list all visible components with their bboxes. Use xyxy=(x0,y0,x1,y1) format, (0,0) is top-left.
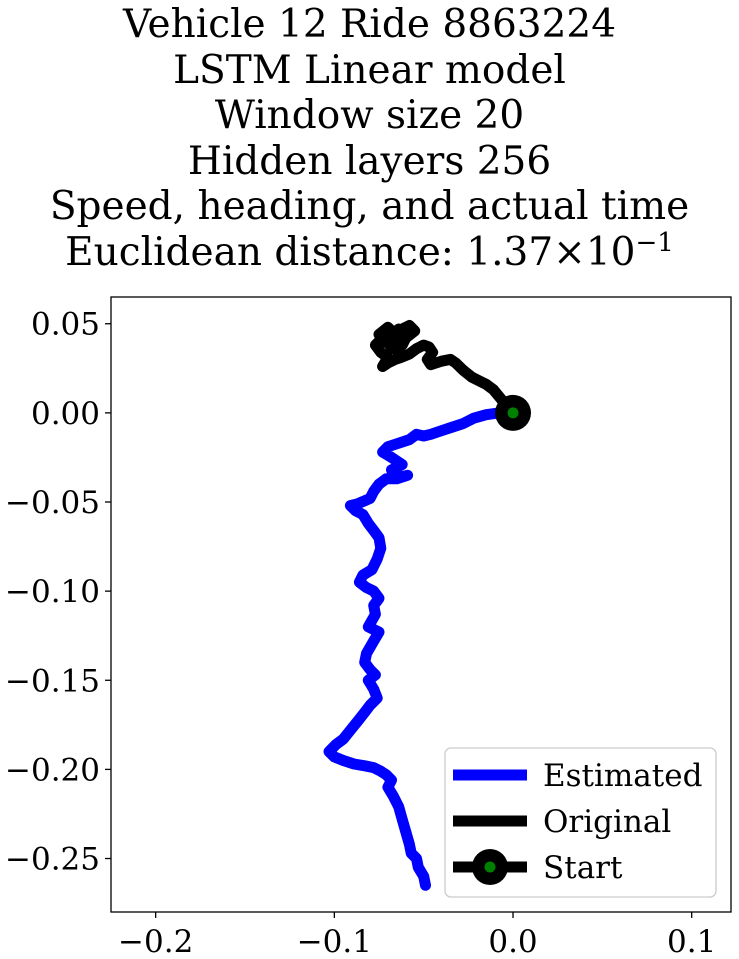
series-line-original xyxy=(369,320,519,419)
legend-start-marker-center xyxy=(484,861,496,873)
y-tick-label: −0.20 xyxy=(5,752,100,788)
title-line-vehicle: Vehicle 12 Ride 8863224 xyxy=(122,2,617,47)
legend-label-start: Start xyxy=(543,850,623,886)
legend-label-estimated: Estimated xyxy=(543,758,702,794)
x-tick-label: 0.0 xyxy=(488,924,537,959)
title-line-distance: Euclidean distance: 1.37×10−1 xyxy=(0,230,739,276)
legend xyxy=(444,747,717,898)
x-tick-label: 0.1 xyxy=(667,924,716,959)
y-tick-label: 0.00 xyxy=(31,396,100,432)
distance-base: 10 xyxy=(585,229,636,275)
title-line-window: Window size 20 xyxy=(214,93,525,138)
plot-frame xyxy=(110,296,732,913)
series-line-estimated xyxy=(323,407,519,891)
y-tick-label: 0.05 xyxy=(31,307,100,343)
title-line-model: LSTM Linear model xyxy=(173,47,566,93)
x-tick-label: −0.2 xyxy=(118,924,193,959)
title-line-hidden: Hidden layers 256 xyxy=(187,138,552,184)
chart-title: Vehicle 12 Ride 8863224 LSTM Linear mode… xyxy=(0,2,739,275)
start-marker-center xyxy=(507,407,519,419)
legend-label-original: Original xyxy=(543,804,671,840)
x-tick-label: −0.1 xyxy=(297,924,372,959)
distance-exponent: −1 xyxy=(635,227,674,258)
y-tick-label: −0.10 xyxy=(5,574,100,610)
y-tick-label: −0.25 xyxy=(5,842,100,878)
distance-prefix: Euclidean distance: 1.37 xyxy=(65,229,554,275)
y-tick-label: −0.05 xyxy=(5,485,100,521)
y-tick-label: −0.15 xyxy=(5,663,100,699)
title-line-features: Speed, heading, and actual time xyxy=(49,184,690,229)
distance-times: × xyxy=(553,229,586,275)
